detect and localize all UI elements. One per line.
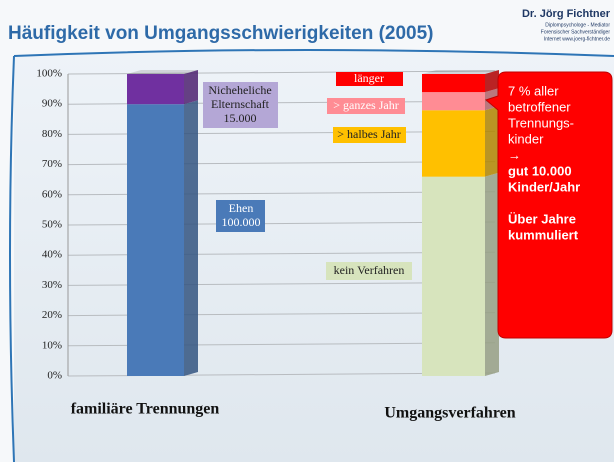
series-label: Nicheheliche Elternschaft — [208, 83, 271, 111]
series-label: länger — [354, 71, 384, 85]
callout-bold: Über Jahre — [508, 211, 576, 226]
chart-title: Häufigkeit von Umgangsschwierigkeiten (2… — [8, 23, 434, 44]
callout-bold: gut 10.000 — [508, 163, 572, 178]
y-tick-label: 0% — [47, 370, 62, 382]
y-tick-label: 90% — [42, 98, 62, 110]
x-tick-label: familiäre Trennungen — [71, 401, 220, 418]
author-line: Forensischer Sachverständiger — [541, 29, 611, 35]
callout-line: kinder — [508, 131, 544, 146]
author-line: Internet www.joerg-fichtner.de — [544, 36, 610, 42]
bar-segment — [127, 104, 184, 376]
series-label: > ganzes Jahr — [333, 98, 398, 112]
panel-border — [13, 49, 614, 57]
bar-segment — [422, 110, 485, 177]
callout-line: → — [508, 147, 521, 162]
bar-side — [485, 70, 499, 93]
y-tick-label: 40% — [42, 249, 62, 261]
bar-side — [485, 172, 499, 376]
author: Dr. Jörg Fichtner — [522, 8, 611, 20]
y-tick-label: 80% — [42, 128, 62, 140]
y-tick-label: 30% — [42, 279, 62, 291]
panel-border — [9, 55, 15, 462]
series-count: 15.000 — [224, 111, 257, 125]
callout-bold: Kinder/Jahr — [508, 179, 580, 194]
label-box — [333, 127, 406, 143]
bar-segment — [422, 92, 485, 111]
y-tick-label: 50% — [42, 219, 62, 231]
series-label: Ehen — [229, 201, 254, 215]
grid-line — [67, 70, 496, 75]
callout-line: Trennungs- — [508, 115, 574, 130]
callout-line: 7 % aller — [508, 83, 559, 98]
bar-side — [184, 100, 198, 376]
label-box — [327, 98, 405, 114]
series-label-line: Ehen — [229, 201, 254, 215]
bar-segment — [422, 74, 485, 93]
series-label: > halbes Jahr — [337, 127, 400, 141]
bar-side — [184, 70, 198, 105]
bar-side — [485, 106, 499, 177]
callout-line: betroffener — [508, 99, 571, 114]
x-tick-label: Umgangsverfahren — [384, 405, 515, 422]
y-tick-label: 60% — [42, 188, 62, 200]
series-label-line: Elternschaft — [211, 97, 270, 111]
label-box — [336, 72, 403, 86]
label-box — [203, 82, 278, 128]
label-box — [216, 200, 265, 232]
callout-box — [484, 71, 613, 339]
y-tick-label: 100% — [36, 68, 62, 80]
y-tick-label: 70% — [42, 158, 62, 170]
series-label: kein Verfahren — [334, 263, 405, 277]
series-label-line: Nicheheliche — [208, 83, 271, 97]
y-tick-label: 20% — [42, 309, 62, 321]
y-tick-label: 10% — [42, 339, 62, 351]
bar-top — [422, 70, 499, 74]
label-box — [326, 262, 412, 280]
bar-segment — [422, 176, 485, 376]
callout-bold: kummuliert — [508, 227, 579, 242]
author-line: Diplompsychologe - Mediator — [545, 22, 610, 28]
series-count: 100.000 — [222, 215, 261, 229]
bar-top — [127, 70, 198, 74]
bar-segment — [127, 74, 184, 105]
